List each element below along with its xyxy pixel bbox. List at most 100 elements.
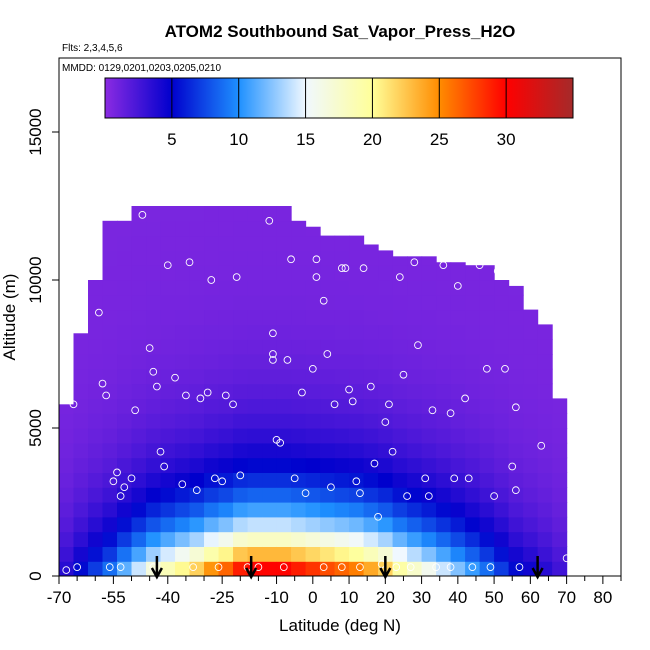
heatmap-cell	[175, 250, 191, 266]
heatmap-cell	[378, 516, 394, 533]
observation-point	[537, 441, 546, 450]
heatmap-cell	[131, 413, 147, 429]
heatmap-cell	[204, 428, 220, 444]
heatmap-cell	[218, 250, 234, 266]
heatmap-cell	[276, 280, 292, 296]
heatmap-cell	[320, 546, 336, 562]
heatmap-cell	[102, 354, 118, 370]
y-tick-label: 10000	[26, 256, 45, 303]
heatmap-cell	[305, 339, 321, 355]
heatmap-cell	[305, 235, 321, 251]
observation-point	[116, 492, 125, 500]
observation-point	[501, 364, 509, 373]
heatmap-cell	[204, 250, 220, 266]
heatmap-cell	[436, 561, 452, 576]
heatmap-cell	[407, 256, 423, 266]
heatmap-cell	[479, 472, 495, 488]
observation-point	[269, 329, 277, 338]
heatmap-cell	[450, 339, 466, 355]
observation-point	[171, 373, 179, 382]
heatmap-cell	[537, 398, 553, 414]
y-tick-label: 15000	[26, 108, 45, 155]
heatmap-cell	[247, 472, 263, 488]
heatmap-cell	[349, 442, 365, 459]
heatmap-cell	[233, 235, 249, 251]
heatmap-cell	[146, 354, 162, 370]
heatmap-cell	[392, 502, 408, 518]
heatmap-cell	[175, 413, 191, 429]
heatmap-cell	[131, 309, 147, 325]
heatmap-cell	[508, 354, 524, 370]
heatmap-cell	[349, 383, 365, 399]
heatmap-cell	[450, 442, 466, 459]
observation-point	[287, 255, 295, 264]
heatmap-cell	[146, 442, 162, 459]
heatmap-cell	[276, 428, 292, 444]
heatmap-cell	[392, 383, 408, 399]
heatmap-cell	[160, 220, 176, 237]
heatmap-cell	[189, 546, 205, 562]
heatmap-cell	[233, 487, 249, 503]
heatmap-cell	[73, 333, 89, 340]
heatmap-cell	[508, 368, 524, 385]
heatmap-cell	[102, 442, 118, 459]
heatmap-cell	[291, 265, 307, 281]
x-tick-label: 10	[340, 588, 359, 607]
observation-points	[62, 211, 571, 574]
heatmap-cell	[88, 561, 104, 576]
heatmap-cell	[189, 265, 205, 281]
observation-point	[254, 563, 263, 571]
heatmap-cell	[204, 561, 220, 576]
observation-point	[453, 282, 462, 290]
heatmap-cell	[131, 383, 147, 399]
heatmap-cell	[189, 324, 205, 340]
observation-point	[308, 364, 317, 373]
heatmap-cell	[291, 516, 307, 533]
heatmap-cell	[291, 309, 307, 325]
flights-note: Flts: 2,3,4,5,6	[62, 43, 123, 54]
observation-point	[69, 400, 78, 409]
heatmap-cell	[378, 472, 394, 488]
heatmap-cell	[305, 226, 321, 237]
heatmap-cell	[247, 250, 263, 266]
heatmap-cell	[479, 413, 495, 429]
heatmap-cell	[465, 280, 481, 296]
heatmap-cell	[291, 457, 307, 473]
heatmap-cell	[233, 220, 249, 237]
heatmap-cell	[175, 324, 191, 340]
heatmap-cell	[146, 546, 162, 562]
heatmap-cell	[262, 235, 278, 251]
heatmap-cell	[508, 339, 524, 355]
heatmap-cell	[146, 502, 162, 518]
heatmap-cell	[407, 309, 423, 325]
heatmap-cell	[218, 235, 234, 251]
observation-point	[399, 370, 408, 379]
heatmap-cell	[421, 428, 437, 444]
heatmap-cell	[131, 487, 147, 503]
heatmap-cell	[552, 546, 568, 562]
heatmap-cell	[407, 383, 423, 399]
heatmap-cell	[146, 339, 162, 355]
heatmap-cell	[407, 442, 423, 459]
heatmap-cell	[146, 250, 162, 266]
heatmap-cell	[450, 294, 466, 311]
heatmap-cell	[117, 457, 133, 473]
heatmap-cell	[102, 516, 118, 533]
heatmap-cell	[247, 354, 263, 370]
heatmap-cell	[320, 531, 336, 547]
heatmap-cell	[247, 413, 263, 429]
heatmap-cell	[305, 502, 321, 518]
observation-point	[515, 563, 524, 571]
observation-point	[512, 486, 520, 495]
heatmap-cell	[117, 413, 133, 429]
heatmap-cell	[102, 546, 118, 562]
heatmap-cell	[334, 368, 350, 385]
heatmap-cell	[131, 531, 147, 547]
heatmap-cell	[59, 472, 75, 488]
heatmap-cell	[131, 546, 147, 562]
heatmap-cell	[291, 280, 307, 296]
observation-point	[120, 483, 129, 492]
heatmap-cell	[465, 309, 481, 325]
flight-arrow-head	[531, 567, 544, 580]
heatmap-cell	[233, 398, 249, 414]
